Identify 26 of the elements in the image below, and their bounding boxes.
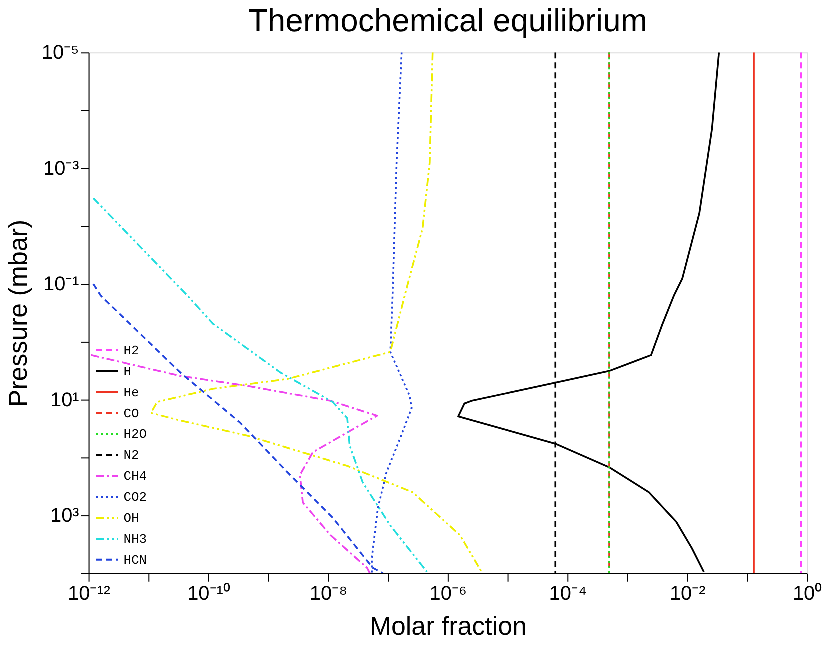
x-axis-title: Molar fraction [370, 612, 527, 641]
y-tick-label: 10³ [50, 505, 80, 528]
legend-label: N2 [124, 448, 140, 464]
y-tick-label: 10¹ [50, 389, 80, 412]
legend-label: H2 [124, 343, 140, 358]
legend-label: H2O [124, 427, 148, 442]
x-tick-label: 10⁻⁶ [430, 582, 468, 605]
legend-label: OH [124, 511, 140, 526]
x-tick-label: 10⁻⁸ [310, 582, 348, 605]
legend-label: NH3 [124, 532, 148, 547]
x-tick-label: 10⁻¹⁰ [188, 582, 230, 605]
x-tick-label: 10⁻¹² [68, 582, 111, 605]
y-tick-label: 10⁻⁵ [42, 42, 80, 64]
y-axis-title: Pressure (mbar) [4, 220, 33, 408]
legend-label: He [124, 385, 140, 400]
y-tick-label: 10⁻³ [43, 158, 80, 180]
legend-label: CO [124, 406, 140, 422]
x-tick-label: 10⁰ [792, 582, 822, 605]
y-tick-label: 10⁻¹ [43, 274, 80, 296]
x-tick-label: 10⁻² [670, 582, 706, 605]
legend-label: H [124, 364, 132, 380]
legend-label: CH4 [124, 469, 148, 484]
legend-label: CO2 [124, 490, 148, 506]
chart-title: Thermochemical equilibrium [248, 2, 648, 39]
legend-label: HCN [124, 552, 148, 568]
x-tick-label: 10⁻⁴ [549, 582, 588, 605]
